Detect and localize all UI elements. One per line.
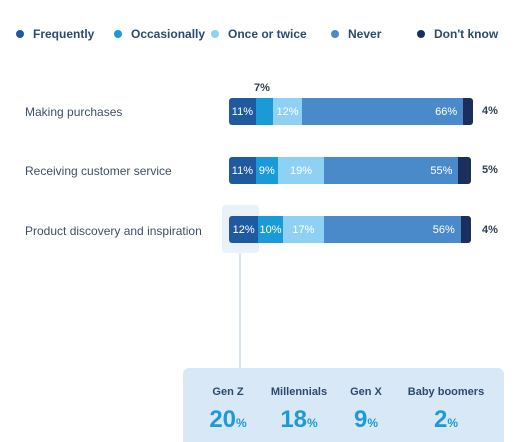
generation-number: 9 [353, 406, 368, 433]
legend-swatch-dont-know [417, 30, 425, 38]
segment-dont-know [463, 98, 473, 125]
legend-swatch-occasionally [114, 30, 122, 38]
segment-occasionally: 10% [258, 216, 283, 243]
legend-label-once-or-twice: Once or twice [228, 27, 307, 41]
bar-receiving-customer-service: 11% 9% 19% 55% [229, 157, 473, 184]
legend-item-never: Never [331, 27, 381, 41]
segment-never: 66% [302, 98, 464, 125]
value-label-never: 55% [430, 164, 453, 177]
generation-unit: % [307, 416, 318, 430]
bar-making-purchases: 11% 12% 66% [229, 98, 473, 125]
legend-item-occasionally: Occasionally [114, 27, 205, 41]
value-label-dont-know: 4% [482, 224, 498, 236]
generation-unit: % [367, 416, 379, 430]
segment-never: 56% [324, 216, 461, 243]
generation-value: 2% [401, 406, 491, 434]
value-label-occasionally: 7% [254, 82, 270, 94]
legend-label-occasionally: Occasionally [131, 27, 206, 41]
legend-swatch-never [331, 30, 339, 38]
generation-value: 9% [341, 406, 391, 434]
segment-once-or-twice: 17% [282, 216, 325, 243]
connector-line [239, 253, 241, 369]
row-label-receiving-customer-service: Receiving customer service [25, 164, 172, 178]
generation-gen-x: Gen X 9% [341, 386, 391, 434]
legend-swatch-once-or-twice [211, 30, 219, 38]
row-label-making-purchases: Making purchases [25, 105, 123, 119]
chart-legend: Frequently Occasionally Once or twice Ne… [16, 27, 516, 43]
legend-label-dont-know: Don't know [434, 27, 499, 41]
value-label-once-or-twice: 12% [276, 105, 299, 118]
generation-unit: % [236, 416, 247, 430]
segment-dont-know [460, 216, 471, 243]
value-label-never: 56% [432, 223, 455, 236]
generation-number: 2 [433, 406, 448, 433]
generation-gen-z: Gen Z 20% [197, 386, 259, 434]
legend-item-frequently: Frequently [16, 27, 94, 41]
generation-value: 20% [197, 406, 259, 434]
row-label-product-discovery: Product discovery and inspiration [25, 224, 202, 238]
value-label-never: 66% [435, 105, 458, 118]
segment-never: 55% [324, 157, 459, 184]
generation-millennials: Millennials 18% [263, 386, 335, 434]
generation-value: 18% [263, 406, 335, 434]
generation-label: Millennials [270, 386, 328, 398]
value-label-frequently: 11% [231, 105, 253, 118]
segment-occasionally [255, 98, 273, 125]
bar-product-discovery: 12% 10% 17% 56% [229, 216, 473, 243]
generation-label: Gen X [350, 386, 382, 398]
value-label-occasionally: 9% [258, 164, 275, 177]
legend-item-once-or-twice: Once or twice [211, 27, 307, 41]
segment-frequently: 11% [229, 98, 256, 125]
legend-item-dont-know: Don't know [417, 27, 498, 41]
segment-frequently: 12% [229, 216, 259, 243]
segment-dont-know [458, 157, 471, 184]
generation-baby-boomers: Baby boomers 2% [401, 386, 491, 434]
value-label-dont-know: 4% [482, 105, 498, 117]
generation-number: 20 [209, 406, 237, 433]
segment-once-or-twice: 12% [272, 98, 303, 125]
generation-number: 18 [280, 406, 308, 433]
generation-panel: Gen Z 20% Millennials 18% Gen X 9% Baby … [183, 368, 504, 442]
generation-unit: % [447, 416, 459, 430]
value-label-dont-know: 5% [482, 164, 498, 176]
generation-label: Gen Z [212, 386, 244, 398]
generation-label: Baby boomers [407, 386, 485, 398]
segment-frequently: 11% [229, 157, 256, 184]
value-label-frequently: 11% [231, 164, 253, 177]
value-label-once-or-twice: 17% [292, 223, 315, 236]
value-label-once-or-twice: 19% [289, 164, 312, 177]
legend-label-frequently: Frequently [33, 27, 95, 41]
segment-once-or-twice: 19% [277, 157, 325, 184]
legend-label-never: Never [348, 27, 382, 41]
segment-occasionally: 9% [255, 157, 278, 184]
value-label-occasionally: 10% [259, 223, 282, 236]
value-label-frequently: 12% [232, 223, 255, 236]
legend-swatch-frequently [16, 30, 24, 38]
